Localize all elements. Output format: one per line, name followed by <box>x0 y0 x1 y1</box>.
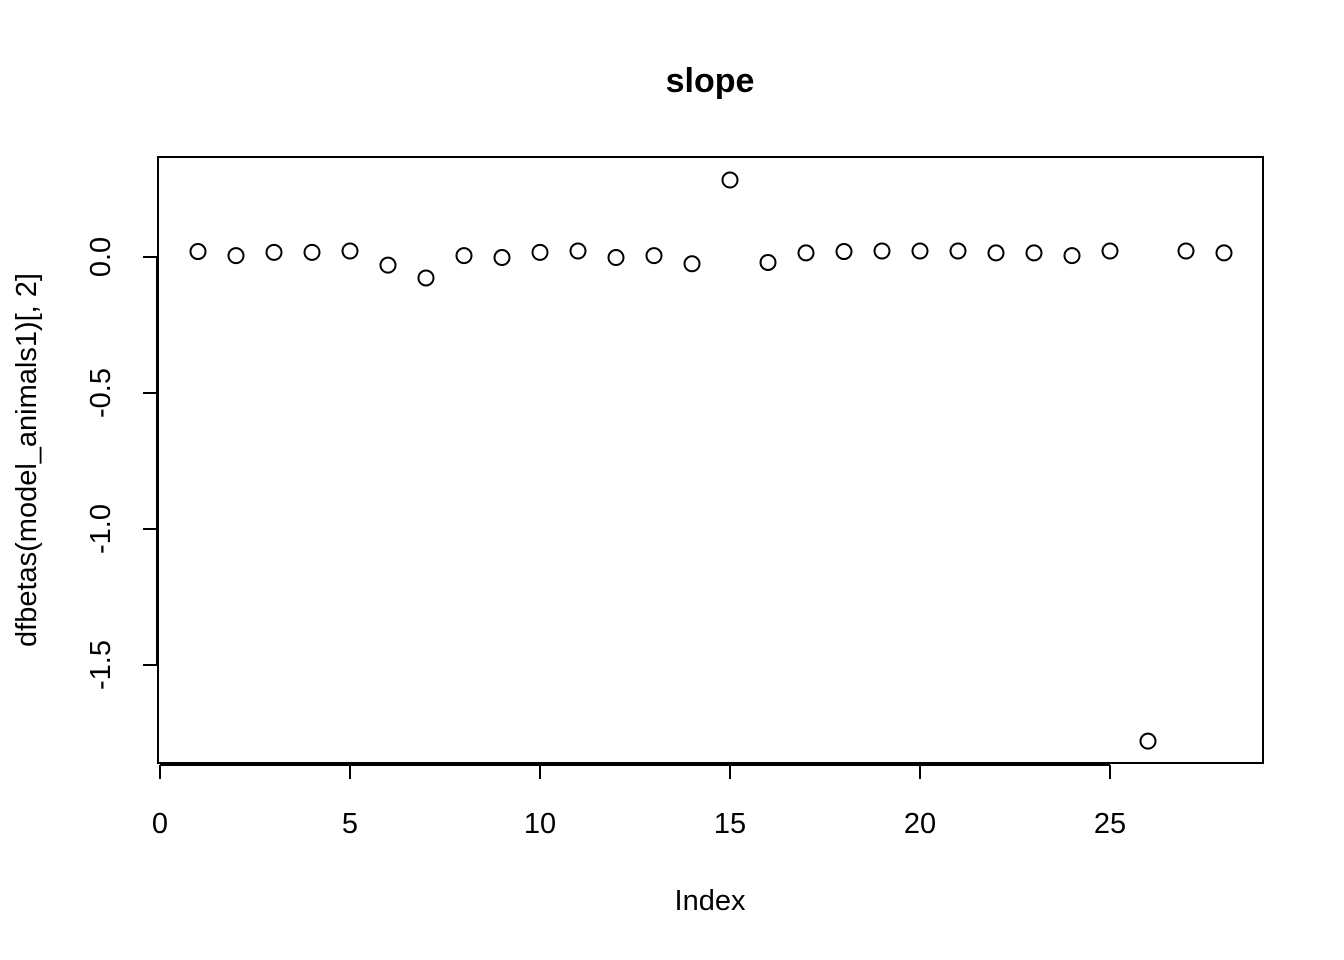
data-point <box>1101 242 1119 260</box>
y-tick-label: -0.5 <box>85 368 117 418</box>
data-point <box>265 243 283 261</box>
data-point <box>417 269 435 287</box>
data-point <box>379 256 397 274</box>
data-point <box>949 242 967 260</box>
data-point <box>303 243 321 261</box>
x-tick-label: 10 <box>524 808 556 840</box>
data-point <box>683 255 701 273</box>
data-point <box>987 244 1005 262</box>
data-point <box>341 242 359 260</box>
data-point <box>493 249 511 267</box>
data-point <box>569 242 587 260</box>
data-point <box>873 242 891 260</box>
data-point <box>835 243 853 261</box>
data-point <box>1139 732 1157 750</box>
y-tick-label: -1.5 <box>85 640 117 690</box>
plot-frame <box>157 156 1264 764</box>
data-point <box>645 247 663 265</box>
x-tick-label: 25 <box>1094 808 1126 840</box>
x-tick-label: 5 <box>342 808 358 840</box>
x-tick-label: 0 <box>152 808 168 840</box>
x-axis: 0 5 10 15 20 25 <box>152 764 1126 840</box>
y-axis-label: dfbetas(model_animals1)[, 2] <box>11 273 43 647</box>
data-points <box>189 171 1233 750</box>
data-point <box>531 243 549 261</box>
data-point <box>607 249 625 267</box>
y-tick-label: 0.0 <box>85 237 117 277</box>
data-point <box>721 171 739 189</box>
data-point <box>797 244 815 262</box>
chart-title: slope <box>666 62 755 100</box>
data-point <box>1177 242 1195 260</box>
x-tick-label: 20 <box>904 808 936 840</box>
data-point <box>455 247 473 265</box>
data-point <box>911 242 929 260</box>
data-point <box>1025 244 1043 262</box>
data-point <box>1215 244 1233 262</box>
y-axis: 0.0 -0.5 -1.0 -1.5 <box>85 237 158 690</box>
x-tick-label: 15 <box>714 808 746 840</box>
data-point <box>1063 247 1081 265</box>
data-point <box>189 243 207 261</box>
data-point <box>227 247 245 265</box>
y-tick-label: -1.0 <box>85 504 117 554</box>
data-point <box>759 253 777 271</box>
x-axis-label: Index <box>675 885 746 917</box>
